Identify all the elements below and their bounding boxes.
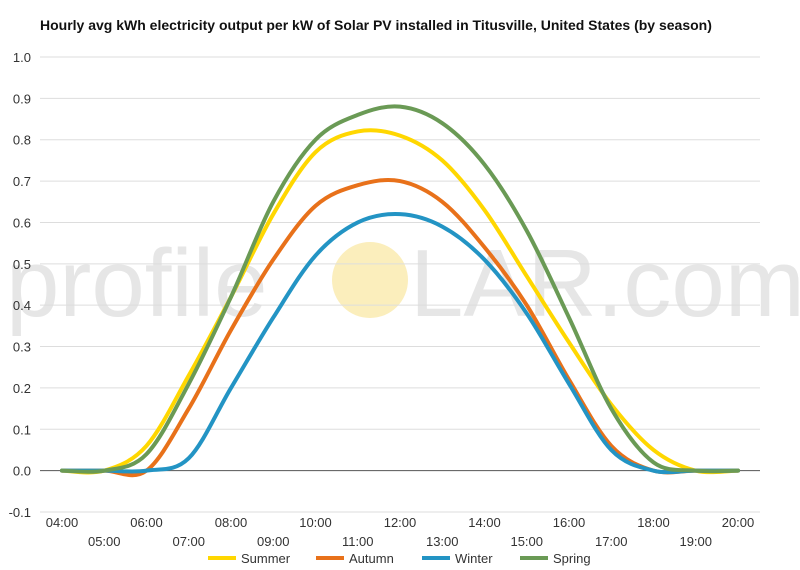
series-line-spring <box>60 104 740 474</box>
y-tick-label: 0.7 <box>13 174 31 189</box>
y-tick-label: 0.6 <box>13 215 31 230</box>
x-tick-label: 16:00 <box>553 515 586 530</box>
x-tick-label: 20:00 <box>722 515 755 530</box>
chart-title: Hourly avg kWh electricity output per kW… <box>40 17 712 33</box>
series-lines <box>60 104 740 478</box>
y-tick-label: -0.1 <box>9 505 31 520</box>
x-tick-label: 12:00 <box>384 515 417 530</box>
x-tick-label: 15:00 <box>510 534 543 549</box>
watermark: profile LAR.com <box>6 230 800 337</box>
series-line-autumn <box>60 177 740 478</box>
legend: Summer Autumn Winter Spring <box>208 551 591 566</box>
legend-label-winter: Winter <box>455 551 493 566</box>
x-axis-ticks: 04:00 06:00 08:00 10:00 12:00 14:00 16:00 18:00… <box>46 515 755 549</box>
y-tick-label: 0.4 <box>13 298 31 313</box>
x-tick-label: 14:00 <box>468 515 501 530</box>
x-tick-label: 17:00 <box>595 534 628 549</box>
legend-label-autumn: Autumn <box>349 551 394 566</box>
x-tick-label: 18:00 <box>637 515 670 530</box>
x-tick-label: 06:00 <box>130 515 163 530</box>
watermark-sun <box>332 242 408 318</box>
x-tick-label: 09:00 <box>257 534 290 549</box>
x-tick-label: 07:00 <box>172 534 205 549</box>
y-tick-label: 0.5 <box>13 257 31 272</box>
legend-label-summer: Summer <box>241 551 291 566</box>
x-tick-label: 13:00 <box>426 534 459 549</box>
y-tick-label: 0.1 <box>13 422 31 437</box>
y-tick-label: 0.0 <box>13 464 31 479</box>
legend-label-spring: Spring <box>553 551 591 566</box>
y-tick-label: 0.9 <box>13 91 31 106</box>
y-tick-label: 0.8 <box>13 133 31 148</box>
y-tick-label: 1.0 <box>13 50 31 65</box>
x-tick-label: 10:00 <box>299 515 332 530</box>
x-tick-label: 19:00 <box>679 534 712 549</box>
x-tick-label: 05:00 <box>88 534 121 549</box>
series-line-winter <box>60 212 740 475</box>
series-line-summer <box>60 128 740 475</box>
x-tick-label: 04:00 <box>46 515 79 530</box>
x-tick-label: 11:00 <box>342 534 374 549</box>
y-tick-label: 0.2 <box>13 381 31 396</box>
y-tick-label: 0.3 <box>13 340 31 355</box>
x-tick-label: 08:00 <box>215 515 248 530</box>
y-axis-ticks: 1.0 0.9 0.8 0.7 0.6 0.5 0.4 0.3 0.2 0.1 0.0 -0.1 <box>9 50 31 520</box>
watermark-text-left: profile <box>6 230 267 337</box>
